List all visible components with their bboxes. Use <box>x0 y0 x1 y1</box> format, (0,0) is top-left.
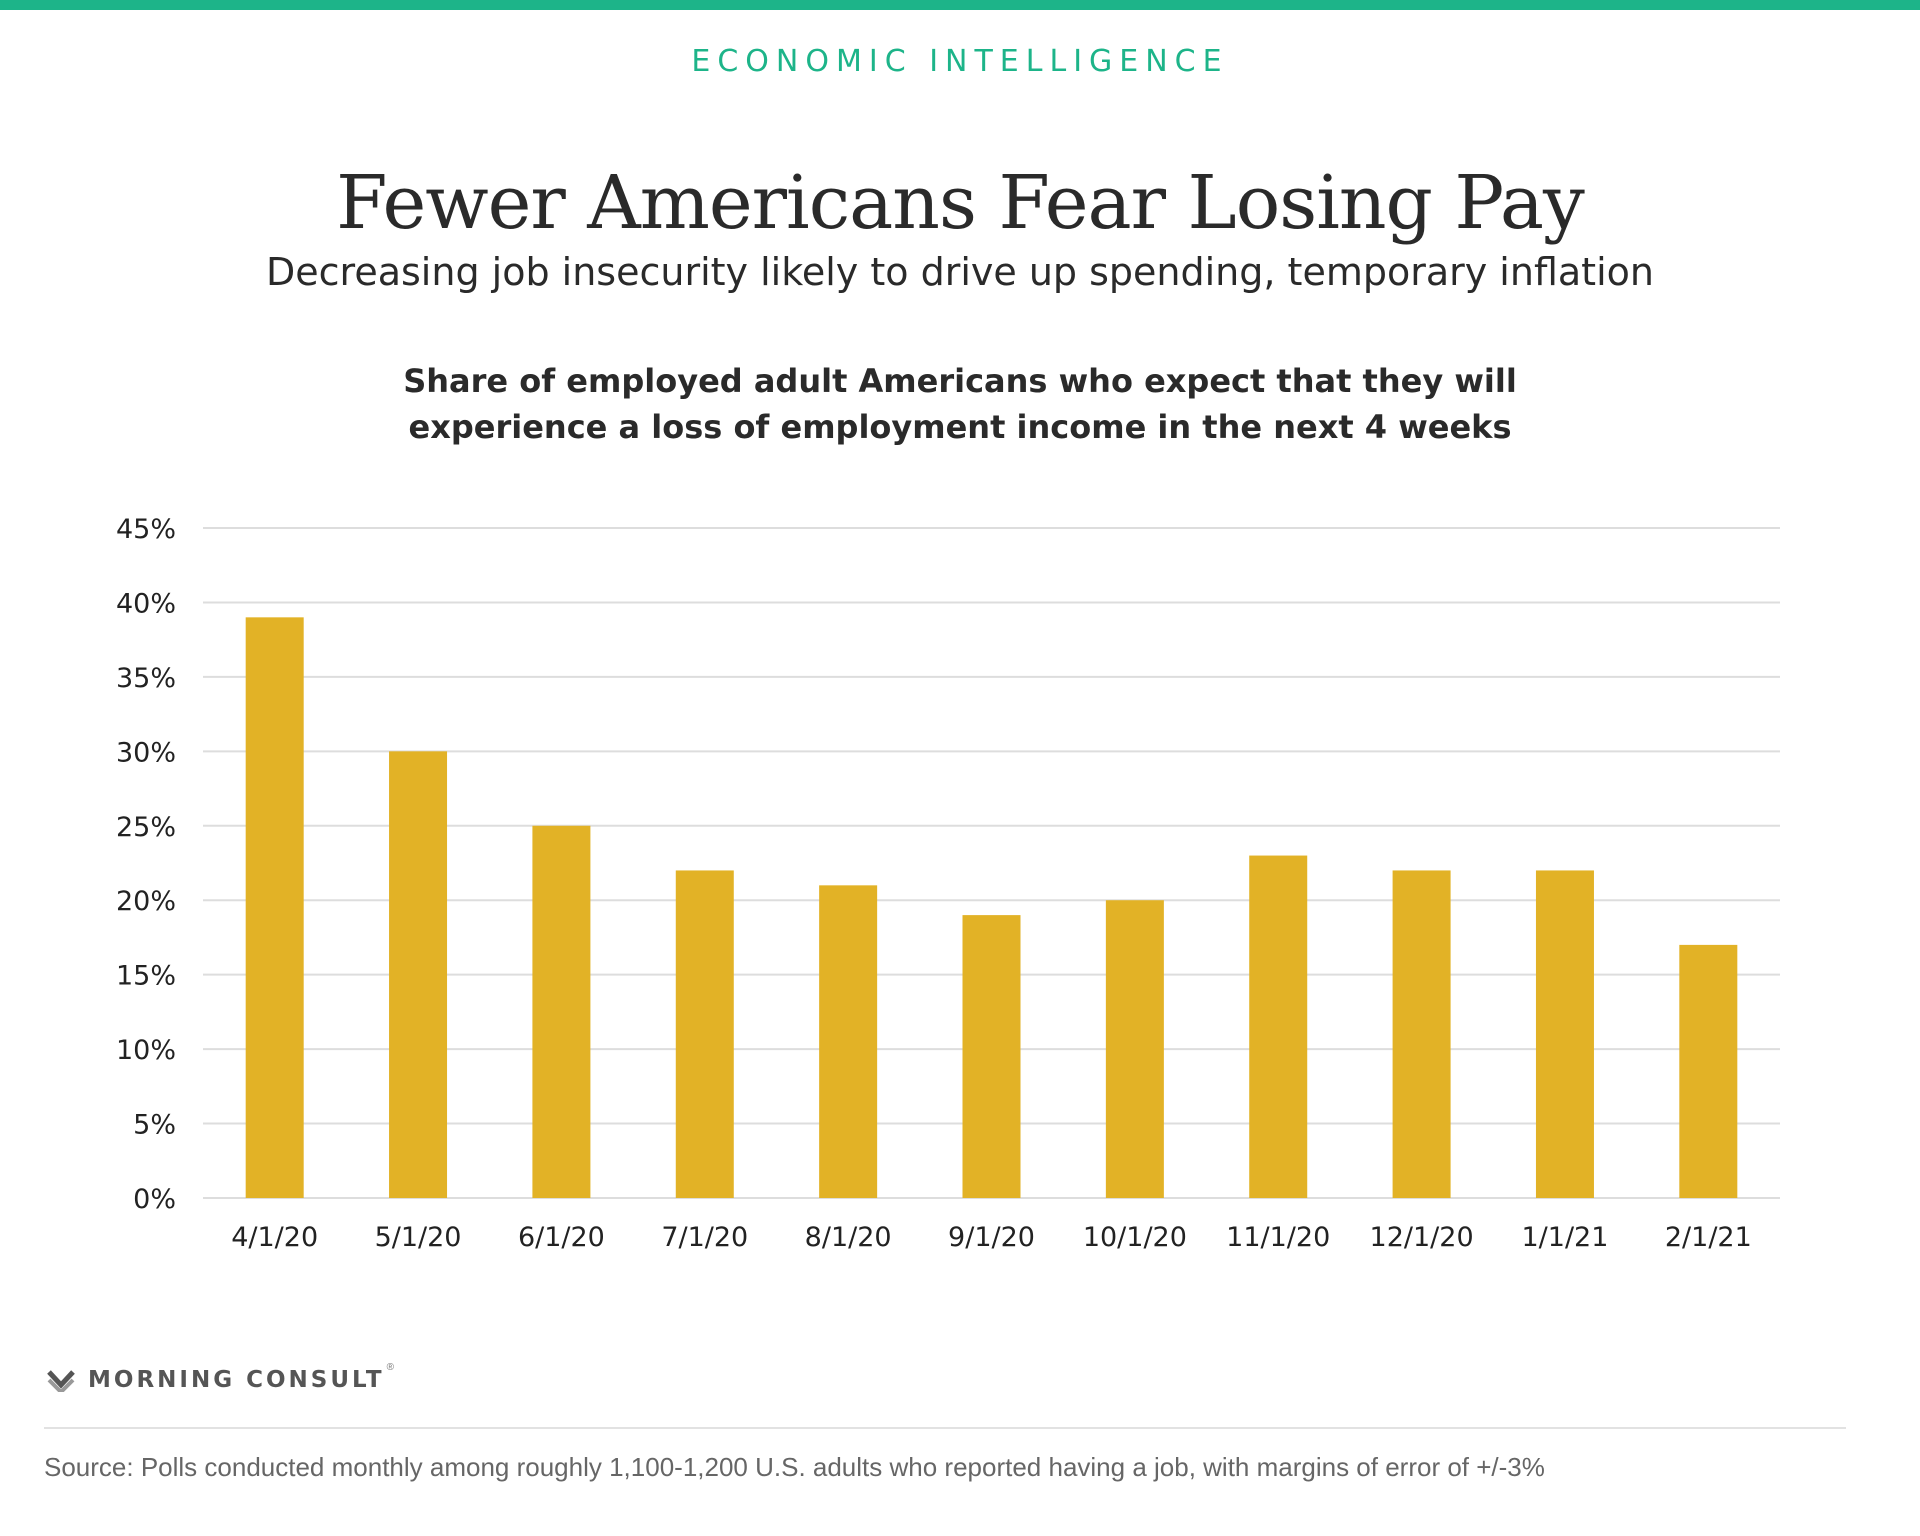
bar <box>1535 870 1594 1198</box>
logo-registered-mark: ® <box>386 1362 394 1373</box>
y-axis-ticks: 0% 5% 10% 15% 20% 25% 30% 35% 40% 45% <box>116 514 176 1215</box>
logo-text: MORNING CONSULT <box>88 1367 385 1393</box>
x-tick-label: 9/1/20 <box>948 1222 1035 1253</box>
x-tick-label: 10/1/20 <box>1083 1222 1187 1253</box>
bar <box>1105 900 1164 1198</box>
y-tick-label: 10% <box>116 1035 176 1066</box>
chart-title: Fewer Americans Fear Losing Pay <box>336 160 1585 246</box>
gridlines <box>203 527 1780 1199</box>
y-tick-label: 45% <box>116 514 176 545</box>
y-tick-label: 25% <box>116 812 176 843</box>
footer-divider <box>44 1427 1846 1429</box>
bar <box>1249 855 1308 1198</box>
x-tick-label: 11/1/20 <box>1226 1222 1330 1253</box>
top-accent-bar <box>0 0 1920 10</box>
y-tick-label: 30% <box>116 737 176 768</box>
bar <box>1392 870 1451 1198</box>
x-tick-label: 1/1/21 <box>1522 1222 1609 1253</box>
x-tick-label: 5/1/20 <box>375 1222 462 1253</box>
x-tick-label: 4/1/20 <box>231 1222 318 1253</box>
morning-consult-logo-icon <box>47 1370 75 1392</box>
x-axis-ticks: 4/1/20 5/1/20 6/1/20 7/1/20 8/1/20 9/1/20 10/1… <box>231 1222 1752 1253</box>
bar <box>389 751 448 1198</box>
x-tick-label: 8/1/20 <box>805 1222 892 1253</box>
brand-logo: MORNING CONSULT ® <box>46 1362 394 1398</box>
chart-subtitle: Decreasing job insecurity likely to driv… <box>266 250 1654 294</box>
y-tick-label: 0% <box>133 1184 176 1215</box>
y-tick-label: 40% <box>116 588 176 619</box>
bar <box>1679 944 1738 1198</box>
y-tick-label: 20% <box>116 886 176 917</box>
chart-heading-line-2: experience a loss of employment income i… <box>408 408 1512 446</box>
x-tick-label: 7/1/20 <box>661 1222 748 1253</box>
bar <box>532 825 591 1198</box>
y-tick-label: 5% <box>133 1110 176 1141</box>
chart-heading: Share of employed adult Americans who ex… <box>360 358 1560 450</box>
x-tick-label: 6/1/20 <box>518 1222 605 1253</box>
y-tick-label: 35% <box>116 663 176 694</box>
bar <box>819 885 878 1198</box>
bar <box>675 870 734 1198</box>
bars <box>245 617 1738 1198</box>
chart-heading-line-1: Share of employed adult Americans who ex… <box>403 362 1517 400</box>
source-note: Source: Polls conducted monthly among ro… <box>44 1452 1545 1482</box>
x-tick-label: 12/1/20 <box>1370 1222 1474 1253</box>
section-kicker: ECONOMIC INTELLIGENCE <box>691 44 1229 79</box>
bar <box>245 617 304 1198</box>
y-tick-label: 15% <box>116 961 176 992</box>
x-tick-label: 2/1/21 <box>1665 1222 1752 1253</box>
bar <box>962 915 1021 1198</box>
bar-chart: 0% 5% 10% 15% 20% 25% 30% 35% 40% 45% 4/1/20 5/1/2… <box>116 514 1780 1253</box>
